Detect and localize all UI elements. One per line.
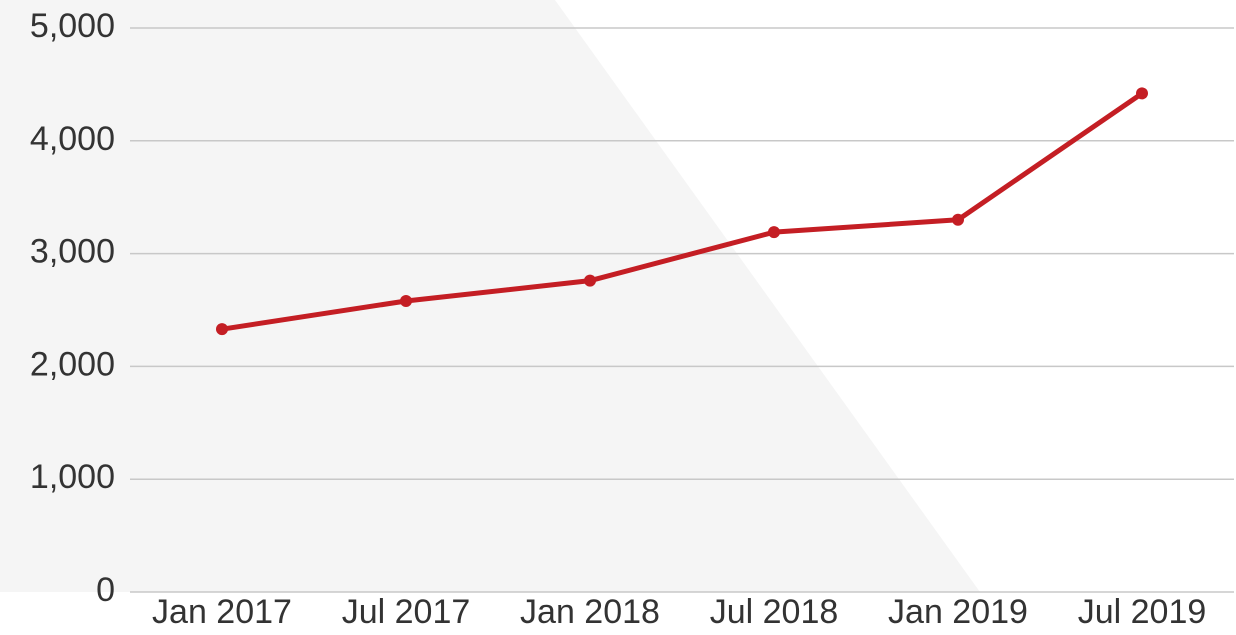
background-shape <box>0 0 980 592</box>
x-tick-label: Jan 2018 <box>520 593 660 631</box>
y-tick-label: 2,000 <box>30 345 115 383</box>
data-point <box>1136 87 1148 100</box>
data-point <box>216 323 228 336</box>
x-tick-label: Jan 2017 <box>152 593 292 631</box>
data-point <box>768 226 780 239</box>
y-tick-label: 1,000 <box>30 458 115 496</box>
data-point <box>584 274 596 287</box>
y-tick-label: 3,000 <box>30 233 115 271</box>
y-tick-label: 4,000 <box>30 120 115 158</box>
y-tick-label: 0 <box>96 571 115 609</box>
data-point <box>400 294 412 307</box>
x-tick-label: Jan 2019 <box>888 593 1028 631</box>
x-tick-label: Jul 2019 <box>1078 593 1207 631</box>
x-tick-label: Jul 2017 <box>342 593 471 631</box>
data-line <box>221 91 1144 332</box>
y-tick-label: 5,000 <box>30 7 115 45</box>
data-point <box>952 213 964 226</box>
x-tick-label: Jul 2018 <box>710 593 839 631</box>
